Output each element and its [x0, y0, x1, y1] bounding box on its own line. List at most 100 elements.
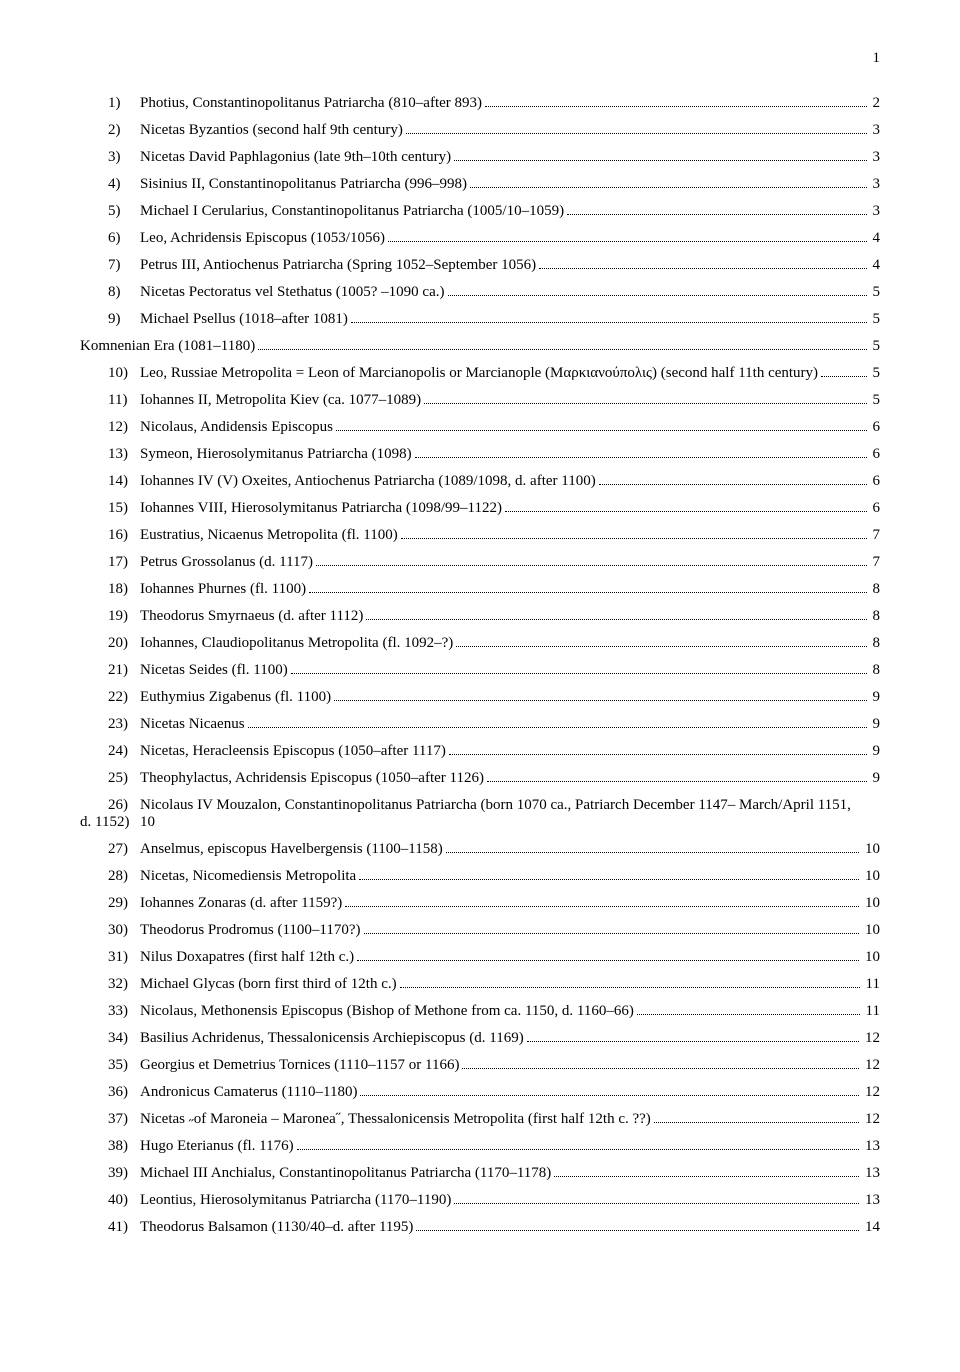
toc-page: 12	[862, 1057, 880, 1074]
toc-text: Theodorus Smyrnaeus (d. after 1112)	[140, 608, 363, 625]
toc-text: Iohannes, Claudiopolitanus Metropolita (…	[140, 635, 453, 652]
toc-leader	[357, 960, 859, 961]
toc-entry: 34)Basilius Achridenus, Thessalonicensis…	[80, 1030, 880, 1047]
toc-leader	[400, 987, 860, 988]
toc-text: Theodorus Balsamon (1130/40–d. after 119…	[140, 1219, 413, 1236]
toc-number: 35)	[80, 1057, 140, 1074]
toc-entry: 20)Iohannes, Claudiopolitanus Metropolit…	[80, 635, 880, 652]
toc-leader	[334, 700, 866, 701]
toc-number: 27)	[80, 841, 140, 858]
toc-number: 18)	[80, 581, 140, 598]
toc-number: 40)	[80, 1192, 140, 1209]
toc-text: Iohannes II, Metropolita Kiev (ca. 1077–…	[140, 392, 421, 409]
toc-page: 6	[870, 446, 881, 463]
toc-number: 16)	[80, 527, 140, 544]
toc-text: Petrus Grossolanus (d. 1117)	[140, 554, 313, 571]
toc-entry: 6)Leo, Achridensis Episcopus (1053/1056)…	[80, 230, 880, 247]
toc-text: Symeon, Hierosolymitanus Patriarcha (109…	[140, 446, 412, 463]
toc-text: Iohannes VIII, Hierosolymitanus Patriarc…	[140, 500, 502, 517]
toc-leader	[415, 457, 867, 458]
toc-leader	[456, 646, 866, 647]
toc-page: 7	[870, 527, 881, 544]
toc-number: 13)	[80, 446, 140, 463]
toc-page: 9	[870, 716, 881, 733]
toc-leader	[654, 1122, 859, 1123]
toc-text: Iohannes Zonaras (d. after 1159?)	[140, 895, 342, 912]
toc-leader	[401, 538, 867, 539]
toc-text: Theodorus Prodromus (1100–1170?)	[140, 922, 361, 939]
toc-entry: 22)Euthymius Zigabenus (fl. 1100) 9	[80, 689, 880, 706]
toc-number: 34)	[80, 1030, 140, 1047]
toc-text: Andronicus Camaterus (1110–1180)	[140, 1084, 357, 1101]
toc-number: 36)	[80, 1084, 140, 1101]
toc-text: Iohannes Phurnes (fl. 1100)	[140, 581, 306, 598]
page-number: 1	[80, 50, 880, 67]
toc-text: Photius, Constantinopolitanus Patriarcha…	[140, 95, 482, 112]
toc-text: Nicetas ˶of Maroneia – Maronea˝, Thessal…	[140, 1111, 651, 1128]
toc-entry: 10)Leo, Russiae Metropolita = Leon of Ma…	[80, 365, 880, 382]
toc-entry: 17)Petrus Grossolanus (d. 1117) 7	[80, 554, 880, 571]
toc-leader	[424, 403, 866, 404]
toc-number: 31)	[80, 949, 140, 966]
toc-entry: 1)Photius, Constantinopolitanus Patriarc…	[80, 95, 880, 112]
toc-number: 25)	[80, 770, 140, 787]
toc-text: Anselmus, episcopus Havelbergensis (1100…	[140, 841, 443, 858]
toc-page: 3	[870, 203, 881, 220]
toc-page: 7	[870, 554, 881, 571]
toc-page: 12	[862, 1084, 880, 1101]
toc-leader	[454, 1203, 859, 1204]
toc-page: 8	[870, 662, 881, 679]
toc-page: 10	[862, 895, 880, 912]
toc-entry: 8)Nicetas Pectoratus vel Stethatus (1005…	[80, 284, 880, 301]
toc-page: 12	[862, 1111, 880, 1128]
toc-leader	[406, 133, 867, 134]
toc-page: 5	[870, 392, 881, 409]
toc-entry: 31)Nilus Doxapatres (first half 12th c.)…	[80, 949, 880, 966]
toc-number: 11)	[80, 392, 140, 409]
toc-number: 20)	[80, 635, 140, 652]
toc-leader	[366, 619, 866, 620]
toc-page: 4	[870, 257, 881, 274]
toc-number: 6)	[80, 230, 140, 247]
toc-number: 17)	[80, 554, 140, 571]
toc-number: 30)	[80, 922, 140, 939]
toc-page: 9	[870, 743, 881, 760]
toc-entry: 9)Michael Psellus (1018–after 1081) 5	[80, 311, 880, 328]
toc-leader	[554, 1176, 859, 1177]
toc-text: Nicetas Seides (fl. 1100)	[140, 662, 288, 679]
toc-page: 10	[862, 868, 880, 885]
toc-number: 38)	[80, 1138, 140, 1155]
toc-entry: 11)Iohannes II, Metropolita Kiev (ca. 10…	[80, 392, 880, 409]
toc-leader	[599, 484, 867, 485]
toc-number: 28)	[80, 868, 140, 885]
toc-text: Sisinius II, Constantinopolitanus Patria…	[140, 176, 467, 193]
toc-leader	[485, 106, 866, 107]
toc-text: Nicetas Pectoratus vel Stethatus (1005? …	[140, 284, 445, 301]
toc-leader	[297, 1149, 859, 1150]
toc-page: 12	[862, 1030, 880, 1047]
toc-text: Nicolaus, Methonensis Episcopus (Bishop …	[140, 1003, 634, 1020]
toc-leader	[637, 1014, 860, 1015]
toc-leader	[345, 906, 859, 907]
toc-number: 39)	[80, 1165, 140, 1182]
toc-text: Nicetas, Nicomediensis Metropolita	[140, 868, 356, 885]
toc-text: Leo, Russiae Metropolita = Leon of Marci…	[140, 365, 818, 382]
toc-leader	[388, 241, 867, 242]
toc-text: Petrus III, Antiochenus Patriarcha (Spri…	[140, 257, 536, 274]
toc-entry: 27)Anselmus, episcopus Havelbergensis (1…	[80, 841, 880, 858]
toc-page: 9	[870, 770, 881, 787]
toc-page: 6	[870, 473, 881, 490]
toc-number: 26)d. 1152)	[80, 797, 140, 831]
toc-page: 13	[862, 1192, 880, 1209]
toc-page: 8	[870, 581, 881, 598]
toc-leader	[462, 1068, 859, 1069]
toc-page: 8	[870, 608, 881, 625]
toc-text: Nicetas, Heracleensis Episcopus (1050–af…	[140, 743, 446, 760]
toc-page: 5	[870, 365, 881, 382]
toc-number: 10)	[80, 365, 140, 382]
toc-entry: 3)Nicetas David Paphlagonius (late 9th–1…	[80, 149, 880, 166]
toc-leader	[336, 430, 867, 431]
toc-text: Michael III Anchialus, Constantinopolita…	[140, 1165, 551, 1182]
toc-number: 32)	[80, 976, 140, 993]
toc-entry: 38)Hugo Eterianus (fl. 1176) 13	[80, 1138, 880, 1155]
